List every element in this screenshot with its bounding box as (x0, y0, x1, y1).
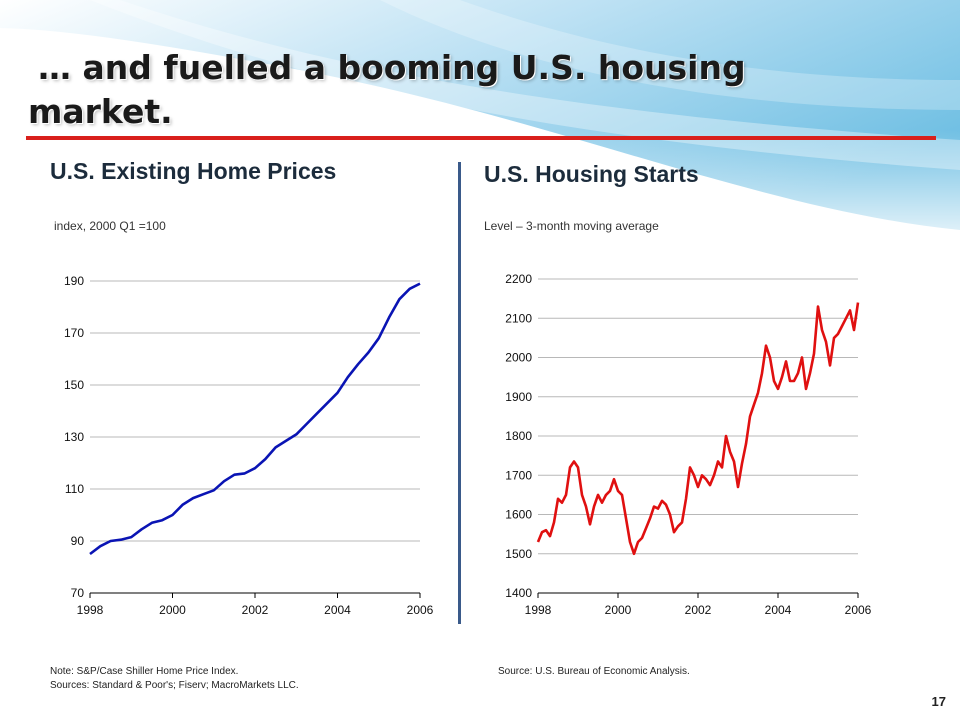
housing-starts-y-tick-label: 1400 (505, 586, 532, 600)
right-chart-subtitle: Level – 3-month moving average (484, 219, 659, 233)
housing-starts-series-line (536, 302, 860, 556)
housing-starts-y-tick-label: 2100 (505, 311, 532, 325)
home-prices-x-tick-label: 1998 (77, 603, 104, 617)
home-prices-y-tick-label: 90 (71, 534, 85, 548)
housing-starts-x-tick-label: 2004 (765, 603, 792, 617)
housing-starts-y-tick-label: 1800 (505, 429, 532, 443)
home-prices-y-tick-label: 150 (64, 378, 84, 392)
right-chart-source: Source: U.S. Bureau of Economic Analysis… (498, 666, 690, 677)
housing-starts-x-tick-label: 2006 (845, 603, 872, 617)
home-prices-x-tick-label: 2004 (324, 603, 351, 617)
home-prices-x-tick-label: 2000 (159, 603, 186, 617)
home-prices-x-tick-label: 2002 (242, 603, 269, 617)
title-underline (26, 136, 936, 140)
chart-divider (458, 162, 461, 624)
home-prices-y-tick-label: 70 (71, 586, 85, 600)
title-line-1: … and fuelled a booming U.S. housing (38, 48, 746, 87)
housing-starts-y-tick-label: 1900 (505, 390, 532, 404)
header-background (0, 0, 960, 260)
housing-starts-chart: 1400 1500 1600 1700 1800 1900 2000 2100 2200 1998… (505, 272, 872, 617)
housing-starts-x-tick-label: 2000 (605, 603, 632, 617)
sources-text: Sources: Standard & Poor's; Fiserv; Macr… (50, 680, 299, 691)
home-prices-chart: 70 90 110 130 150 170 190 1998 2000 2002 2004 2006 (64, 274, 434, 617)
left-chart-subtitle: index, 2000 Q1 =100 (54, 219, 166, 233)
housing-starts-y-tick-label: 1500 (505, 547, 532, 561)
housing-starts-y-tick-label: 2000 (505, 351, 532, 365)
page-number: 17 (931, 694, 946, 709)
right-chart-title: U.S. Housing Starts (484, 161, 699, 187)
home-prices-x-tick-label: 2006 (407, 603, 434, 617)
note-text: Note: S&P/Case Shiller Home Price Index. (50, 666, 239, 677)
home-prices-y-tick-label: 110 (65, 482, 84, 496)
left-chart-notes: Note: S&P/Case Shiller Home Price Index.… (50, 665, 299, 693)
housing-starts-y-tick-label: 1600 (505, 508, 532, 522)
housing-starts-x-tick-label: 2002 (685, 603, 712, 617)
title-line-2: market. (28, 92, 173, 131)
housing-starts-x-tick-label: 1998 (525, 603, 552, 617)
home-prices-y-tick-label: 170 (64, 326, 84, 340)
home-prices-y-tick-label: 130 (64, 430, 84, 444)
home-prices-series-line (89, 282, 421, 556)
left-chart-title: U.S. Existing Home Prices (50, 158, 337, 184)
home-prices-y-tick-label: 190 (64, 274, 84, 288)
housing-starts-y-tick-label: 1700 (505, 468, 532, 482)
housing-starts-y-tick-label: 2200 (505, 272, 532, 286)
slide-title: … and fuelled a booming U.S. housing mar… (28, 46, 928, 134)
